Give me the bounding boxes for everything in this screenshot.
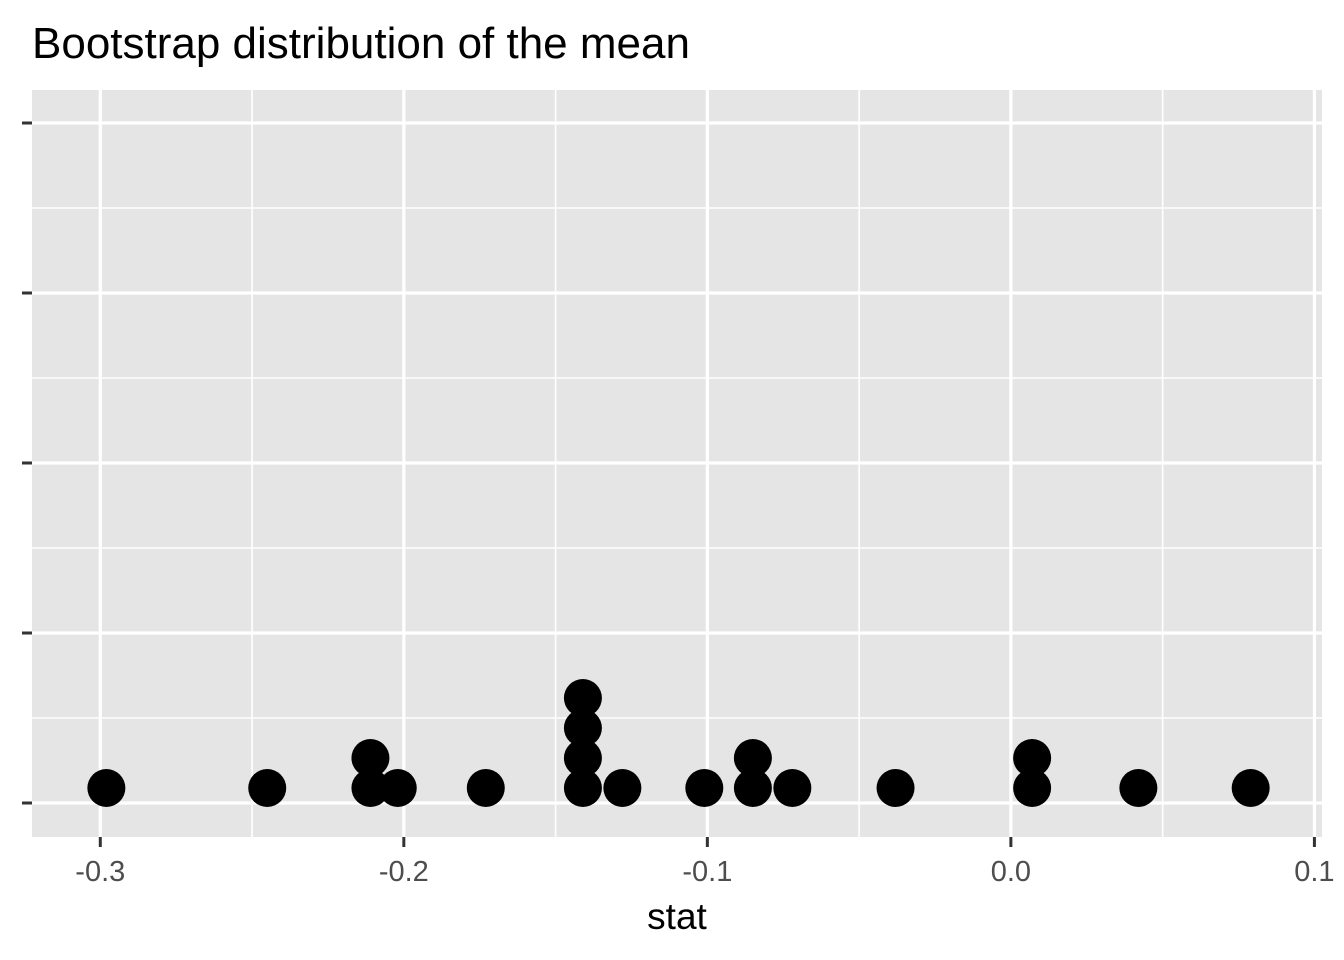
x-tick-label: -0.2 (379, 856, 429, 888)
data-point (1119, 769, 1158, 807)
data-point (351, 769, 390, 807)
data-point (563, 709, 602, 747)
x-tick-label: -0.3 (75, 856, 125, 888)
data-point (773, 769, 812, 807)
data-point (378, 769, 417, 807)
x-axis-title: stat (647, 896, 707, 937)
data-point (1013, 769, 1052, 807)
data-point (1231, 769, 1270, 807)
x-tick-label: 0.1 (1294, 856, 1334, 888)
x-tick-label: -0.1 (682, 856, 732, 888)
data-point (733, 769, 772, 807)
data-point (685, 769, 724, 807)
data-point (248, 769, 287, 807)
data-point (563, 739, 602, 777)
data-point (563, 769, 602, 807)
data-point (351, 739, 390, 777)
x-tick-label: 0.0 (991, 856, 1031, 888)
data-point (563, 679, 602, 717)
data-point (466, 769, 505, 807)
y-axis-ticks (22, 121, 32, 805)
major-gridlines-x (98, 90, 1317, 837)
data-point (603, 769, 642, 807)
data-point (1013, 739, 1052, 777)
data-point (87, 769, 126, 807)
minor-gridlines-y (32, 207, 1322, 719)
data-point (876, 769, 915, 807)
chart-title: Bootstrap distribution of the mean (32, 19, 690, 68)
data-point (733, 739, 772, 777)
dot-series (87, 679, 1270, 807)
x-axis-ticks (98, 837, 1316, 847)
major-gridlines-y (32, 121, 1322, 805)
x-axis-tick-labels: -0.3 -0.2 -0.1 0.0 0.1 (75, 856, 1334, 888)
